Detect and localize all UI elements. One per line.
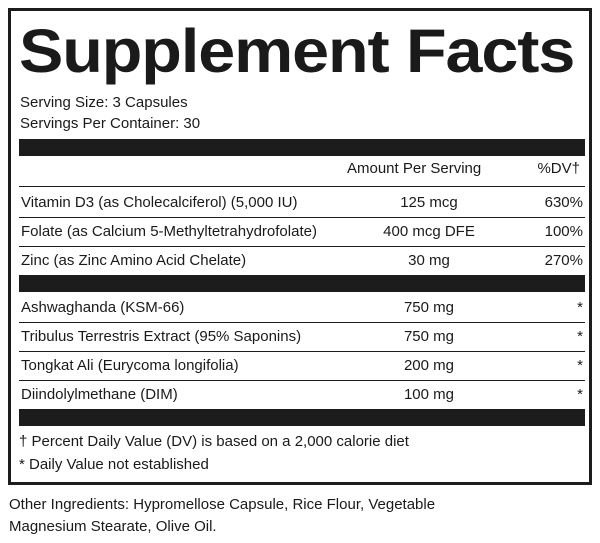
nutrient-dv: 270% [544, 252, 583, 269]
header-amount-per-serving: Amount Per Serving [347, 160, 482, 177]
nutrient-amount: 400 mcg DFE [383, 223, 475, 240]
nutrient-name: Folate (as Calcium 5-Methyltetrahydrofol… [21, 223, 317, 240]
servings-per-container: Servings Per Container: 30 [20, 115, 201, 132]
ingredient-row: Ashwaghanda (KSM-66) 750 mg * [19, 294, 585, 322]
ingredient-amount: 200 mg [403, 357, 455, 374]
ingredient-name: Ashwaghanda (KSM-66) [21, 299, 185, 316]
nutrient-name: Zinc (as Zinc Amino Acid Chelate) [21, 252, 247, 269]
footnote-daily-value: † Percent Daily Value (DV) is based on a… [19, 433, 409, 450]
ingredient-name: Diindolylmethane (DIM) [21, 386, 178, 403]
footnote-not-established: * Daily Value not established [19, 456, 209, 473]
row-rule [19, 217, 585, 218]
nutrient-row: Vitamin D3 (as Cholecalciferol) (5,000 I… [19, 189, 585, 217]
row-rule [19, 380, 585, 381]
thick-divider-bottom [19, 409, 585, 426]
ingredient-row: Diindolylmethane (DIM) 100 mg * [19, 381, 585, 409]
other-ingredients-line: Other Ingredients: Hypromellose Capsule,… [9, 496, 436, 513]
ingredient-dv: * [577, 386, 583, 403]
row-rule [19, 351, 585, 352]
ingredient-amount: 750 mg [403, 299, 455, 316]
ingredient-amount: 750 mg [403, 328, 455, 345]
ingredient-row: Tribulus Terrestris Extract (95% Saponin… [19, 323, 585, 351]
row-rule [19, 322, 585, 323]
nutrient-dv: 630% [544, 194, 583, 211]
ingredient-dv: * [577, 299, 583, 316]
nutrient-row: Folate (as Calcium 5-Methyltetrahydrofol… [19, 218, 585, 246]
ingredient-row: Tongkat Ali (Eurycoma longifolia) 200 mg… [19, 352, 585, 380]
thick-divider-top [19, 139, 585, 156]
ingredient-dv: * [577, 328, 583, 345]
nutrient-dv: 100% [544, 223, 583, 240]
nutrient-row: Zinc (as Zinc Amino Acid Chelate) 30 mg … [19, 247, 585, 275]
row-rule [19, 246, 585, 247]
nutrient-amount: 30 mg [408, 252, 450, 269]
supplement-facts-panel: Supplement Facts Serving Size: 3 Capsule… [8, 8, 592, 485]
ingredient-dv: * [577, 357, 583, 374]
ingredient-amount: 100 mg [403, 386, 455, 403]
header-rule [19, 186, 585, 187]
ingredient-name: Tribulus Terrestris Extract (95% Saponin… [21, 328, 302, 345]
other-ingredients-line: Magnesium Stearate, Olive Oil. [9, 518, 217, 535]
nutrient-amount: 125 mcg [400, 194, 458, 211]
thick-divider-middle [19, 275, 585, 292]
ingredient-name: Tongkat Ali (Eurycoma longifolia) [21, 357, 239, 374]
header-daily-value: %DV† [537, 160, 580, 177]
serving-size: Serving Size: 3 Capsules [20, 94, 188, 111]
nutrient-name: Vitamin D3 (as Cholecalciferol) (5,000 I… [21, 194, 298, 211]
panel-title: Supplement Facts [19, 17, 575, 85]
